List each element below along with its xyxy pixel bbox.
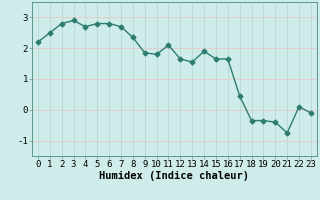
X-axis label: Humidex (Indice chaleur): Humidex (Indice chaleur) [100,171,249,181]
